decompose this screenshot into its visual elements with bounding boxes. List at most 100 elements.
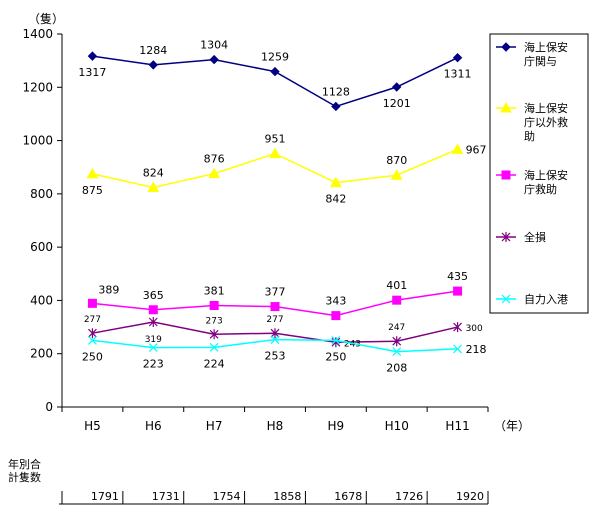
data-label: 1201 [383,97,411,110]
data-label: 277 [84,315,101,325]
legend-label: 海上保安 [524,101,568,115]
data-point [451,143,464,154]
legend-label: 庁以外救 [524,115,568,129]
data-label: 208 [386,362,407,375]
x-tick-label: H6 [145,419,162,433]
legend-label: 庁関与 [524,54,557,68]
data-point [148,60,158,70]
data-label: 218 [466,343,487,356]
legend-label: 助 [524,129,535,143]
data-point [453,286,463,296]
data-point [86,167,99,179]
data-point [209,329,219,340]
data-label: 1311 [444,68,472,81]
data-label: 1259 [261,51,289,64]
data-label: 1284 [139,44,167,57]
y-unit-label: （隻） [28,11,64,26]
data-point [209,54,219,65]
x-tick-label: H10 [385,419,409,433]
x-unit-label: （年） [494,419,530,433]
x-tick-label: H9 [328,419,345,433]
totals-label: 計隻数 [8,470,41,484]
y-tick-label: 1200 [22,80,53,94]
data-label: 842 [325,193,346,206]
totals-value: 1678 [334,490,362,503]
data-point [390,169,403,180]
data-point [209,342,219,352]
data-point [269,147,281,159]
data-label: 876 [204,153,225,166]
data-point [208,167,220,179]
data-label: 224 [204,357,225,370]
data-label: 250 [82,350,103,363]
data-label: 319 [145,335,162,345]
data-label: 1304 [200,39,228,52]
legend-marker [501,42,511,52]
data-label: 243 [344,339,361,349]
legend-label: 庁救助 [524,182,557,196]
data-label: 273 [206,316,223,326]
data-point [453,322,462,333]
y-tick-label: 1000 [22,134,53,148]
legend-marker [501,232,511,242]
data-point [392,82,402,92]
data-point [331,335,341,345]
legend-label: 自力入港 [524,293,568,306]
totals-value: 1726 [395,490,423,503]
totals-label: 年別合 [8,457,41,471]
data-point [148,317,158,328]
data-label: 250 [325,350,346,363]
legend-marker [501,294,511,304]
data-point [270,328,280,339]
data-point [270,335,280,345]
data-label: 435 [447,270,468,283]
data-label: 253 [265,350,286,363]
totals-value: 1731 [152,490,180,503]
data-point [392,347,402,357]
data-point [452,53,463,63]
legend-label: 全損 [524,230,546,244]
data-label: 377 [265,286,286,299]
data-label: 951 [265,133,286,146]
data-point [453,344,462,354]
x-tick-label: H7 [206,419,223,433]
y-tick-label: 1400 [22,27,53,41]
data-point [331,101,341,112]
y-tick-label: 0 [45,400,53,414]
data-point [331,337,341,348]
data-label: 247 [388,323,405,333]
data-point [147,181,160,192]
data-point [392,336,402,347]
data-label: 824 [143,166,164,179]
y-tick-label: 600 [30,240,53,254]
legend-marker [501,170,511,180]
data-label: 381 [204,284,225,297]
totals-value: 1858 [273,490,301,503]
data-point [331,311,341,321]
totals-value: 1754 [213,490,241,503]
y-tick-label: 200 [30,347,53,361]
legend-label: 海上保安 [524,40,568,54]
data-label: 365 [143,289,164,302]
y-tick-label: 800 [30,187,53,201]
data-label: 343 [325,295,346,308]
data-point [88,335,97,345]
legend-marker [500,101,512,113]
data-label: 389 [98,283,119,296]
data-label: 875 [82,184,103,197]
data-label: 223 [143,358,164,371]
data-point [88,328,97,339]
data-point [148,343,158,353]
data-point [148,305,158,315]
data-label: 1128 [322,85,350,98]
data-point [209,300,219,310]
data-point [87,51,98,61]
data-point [270,302,280,312]
x-tick-label: H5 [84,419,101,433]
y-tick-label: 400 [30,293,53,307]
x-tick-label: H8 [267,419,284,433]
data-label: 277 [266,315,283,325]
data-label: 1317 [78,66,106,79]
data-point [270,66,280,77]
